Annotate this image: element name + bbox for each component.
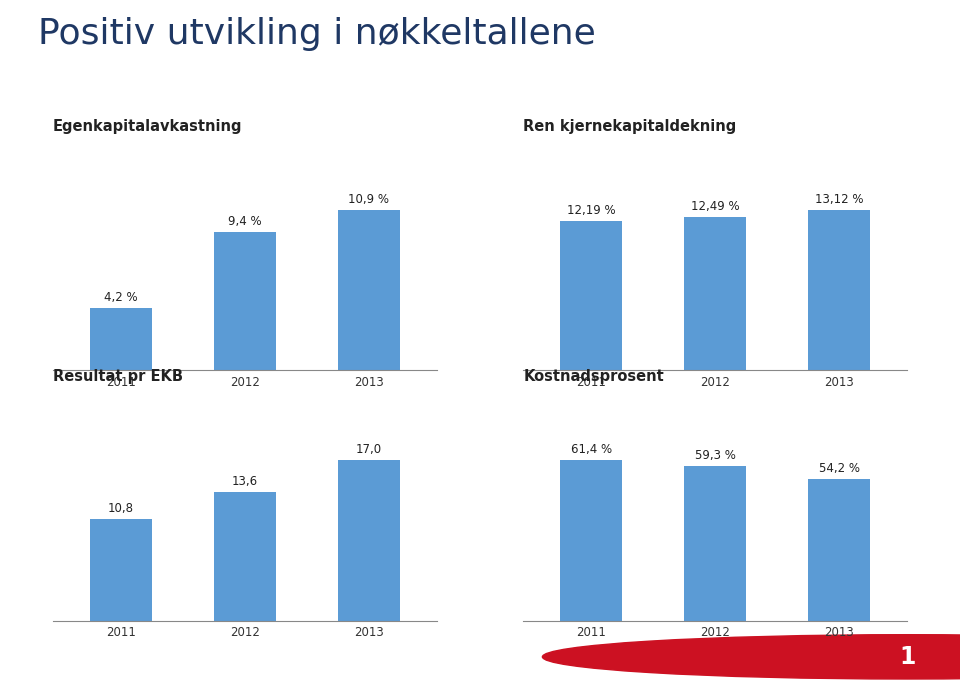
Bar: [808, 210, 870, 370]
Text: 13,12 %: 13,12 %: [815, 193, 863, 206]
Bar: [684, 466, 746, 621]
Text: 13,6: 13,6: [231, 475, 258, 488]
Bar: [214, 232, 276, 370]
Text: 4   2011 proforma sammenligningstall: 4 2011 proforma sammenligningstall: [24, 650, 304, 664]
Text: 10,8: 10,8: [108, 501, 134, 514]
Bar: [90, 519, 152, 621]
Text: Egenkapitalavkastning: Egenkapitalavkastning: [53, 119, 242, 134]
Text: 61,4 %: 61,4 %: [571, 443, 612, 456]
Text: 12,19 %: 12,19 %: [567, 204, 615, 217]
Bar: [338, 460, 399, 621]
Text: Resultat pr EKB: Resultat pr EKB: [53, 369, 182, 384]
Text: Ren kjernekapitaldekning: Ren kjernekapitaldekning: [523, 119, 736, 134]
Bar: [561, 460, 622, 621]
Text: 4,2 %: 4,2 %: [104, 292, 137, 305]
Text: 12,49 %: 12,49 %: [691, 200, 739, 213]
Text: 54,2 %: 54,2 %: [819, 462, 859, 475]
Bar: [561, 221, 622, 370]
Text: 10,9 %: 10,9 %: [348, 193, 389, 206]
Text: 9,4 %: 9,4 %: [228, 215, 262, 228]
Text: 17,0: 17,0: [355, 443, 382, 456]
Bar: [214, 493, 276, 621]
Text: 1: 1: [899, 645, 916, 669]
Bar: [684, 217, 746, 370]
Text: SpareBank: SpareBank: [667, 639, 768, 657]
Text: Positiv utvikling i nøkkeltallene: Positiv utvikling i nøkkeltallene: [38, 17, 596, 51]
Text: 59,3 %: 59,3 %: [695, 449, 735, 462]
Circle shape: [542, 635, 960, 679]
Bar: [808, 479, 870, 621]
Bar: [338, 210, 399, 370]
Text: ØSTFOLD•AKERSHUS: ØSTFOLD•AKERSHUS: [667, 669, 763, 678]
Text: Kostnadsprosent: Kostnadsprosent: [523, 369, 664, 384]
Bar: [90, 309, 152, 370]
